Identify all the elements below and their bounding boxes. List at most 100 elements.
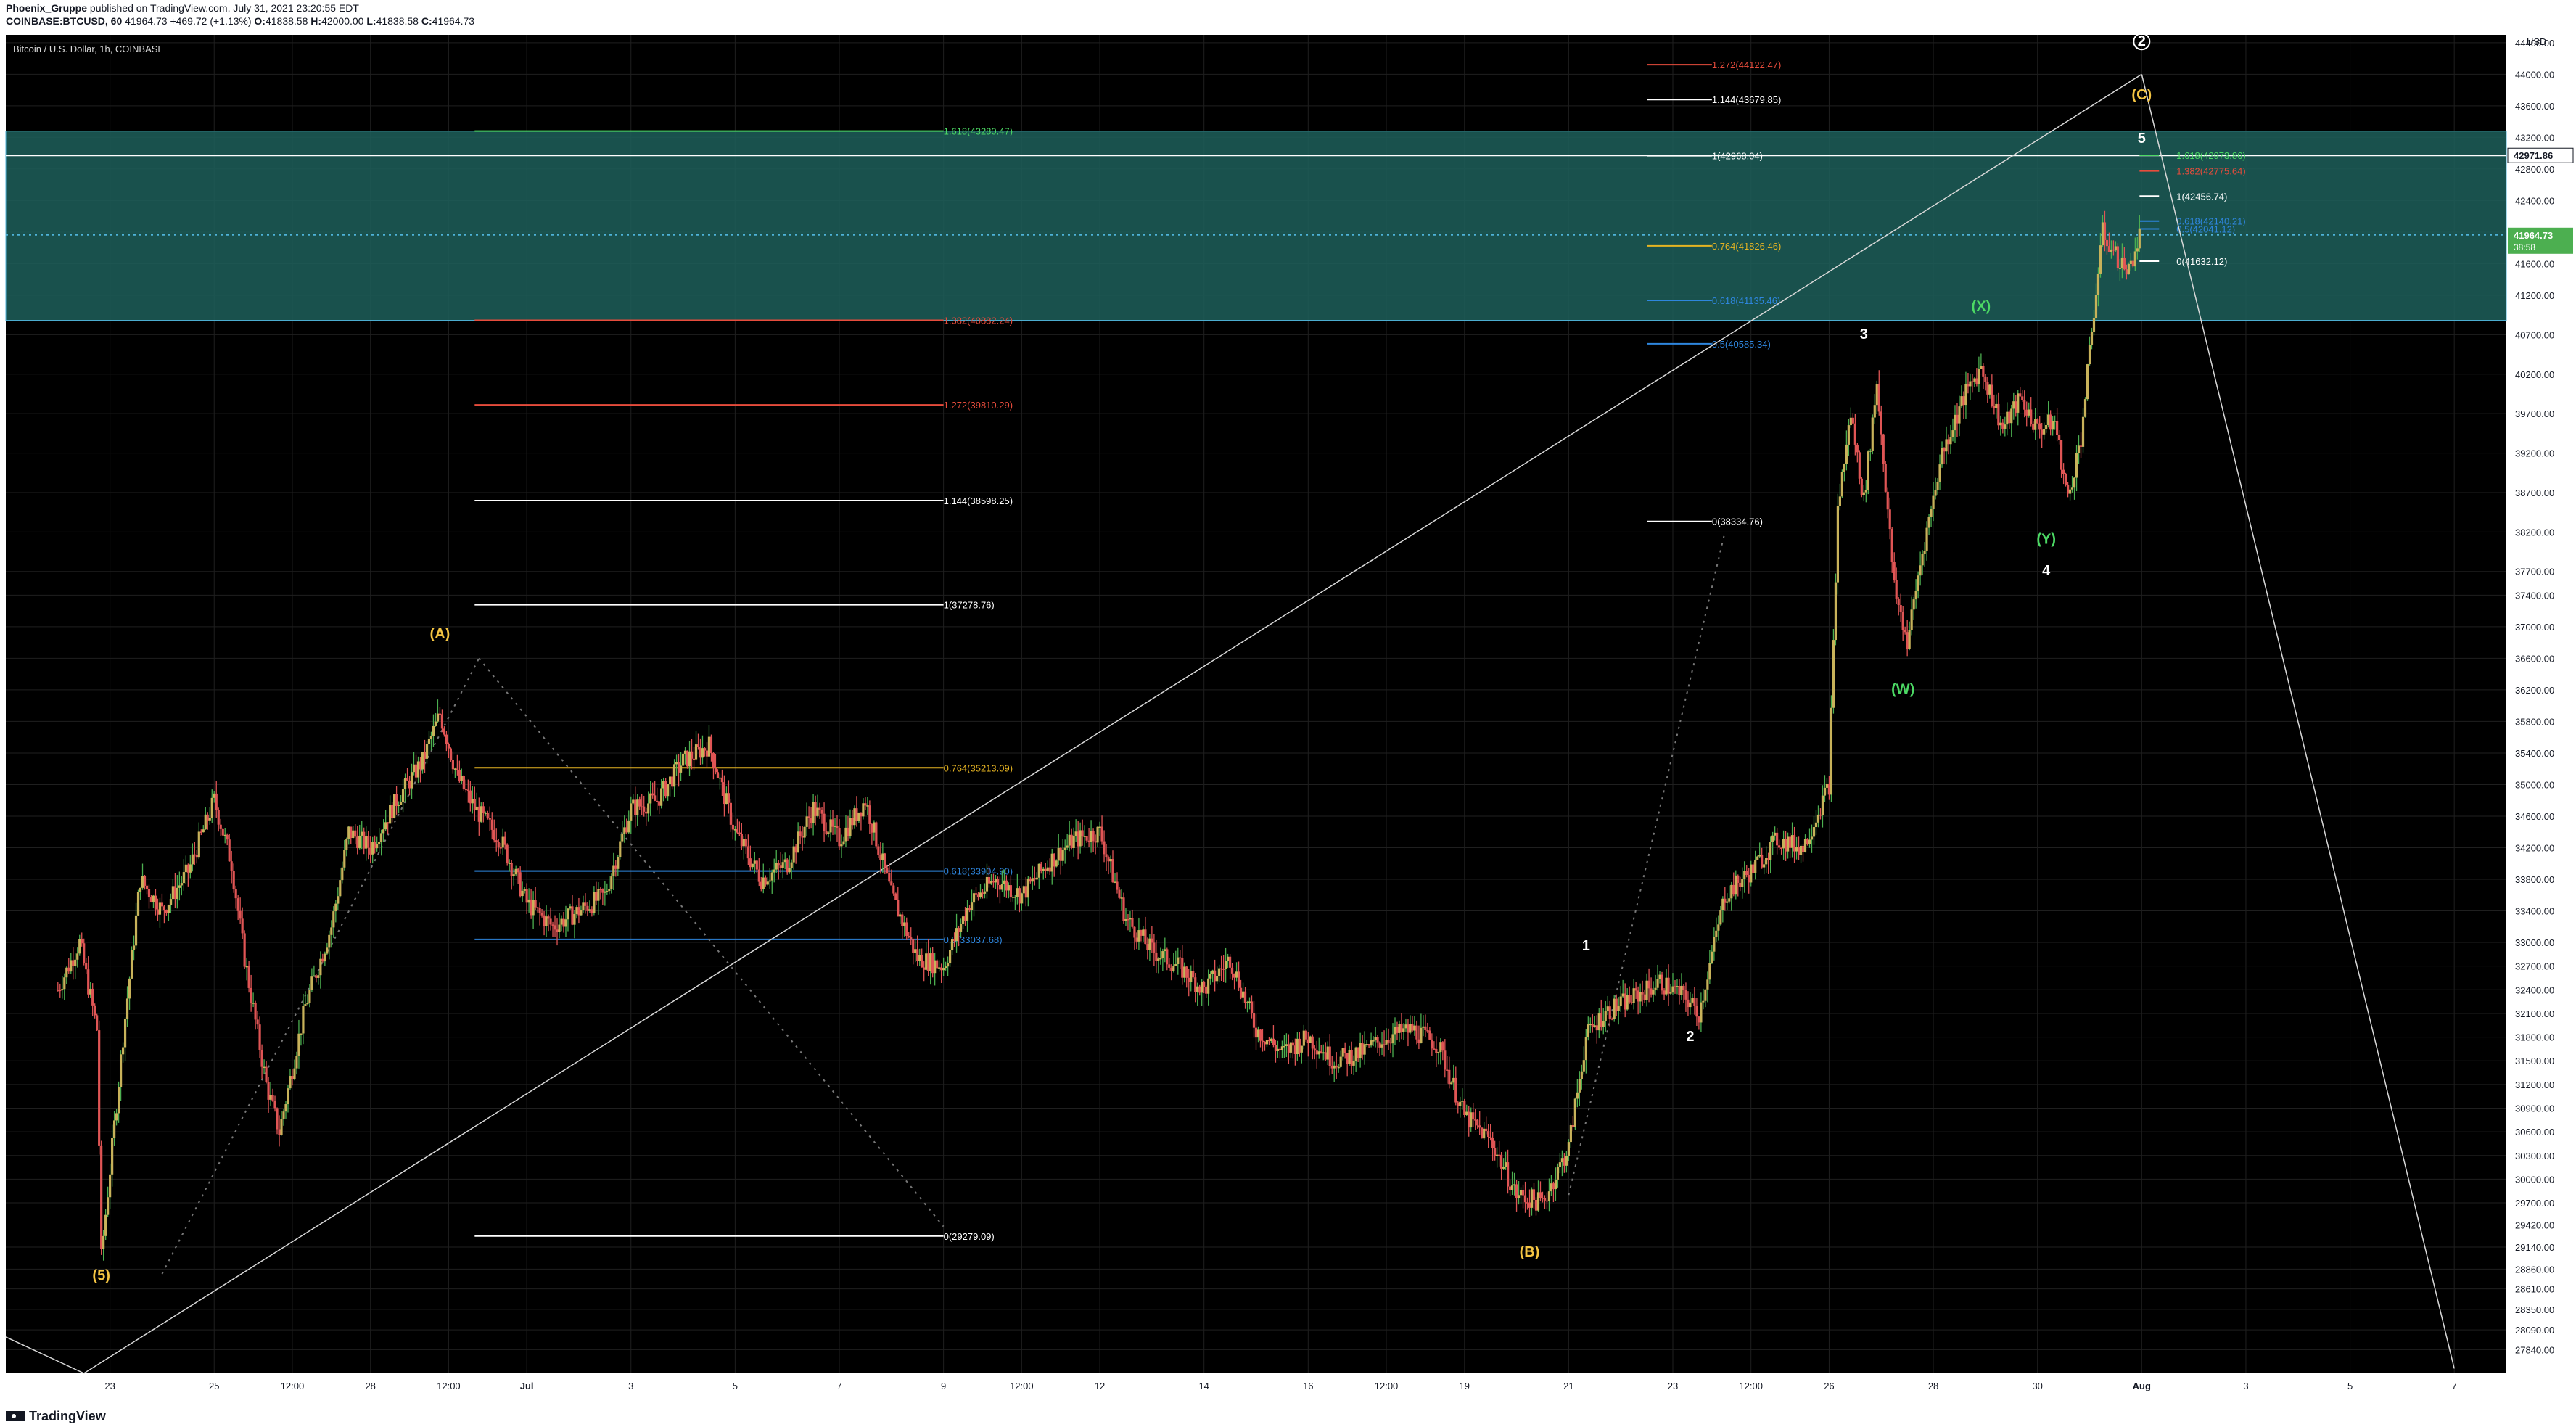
candle-body (1227, 956, 1230, 961)
candle-body (1771, 835, 1774, 842)
candle-body (1280, 1046, 1284, 1050)
candle-body (154, 895, 157, 910)
candle-body (1864, 490, 1867, 493)
candle-body (1370, 1040, 1373, 1046)
price-tag[interactable] (2507, 147, 2574, 163)
price-axis[interactable] (2506, 35, 2576, 1373)
candle-body (1680, 985, 1683, 995)
candle-body (91, 988, 94, 1006)
candle-body (297, 1033, 300, 1056)
candle-body (571, 906, 574, 925)
x-tick-label: 12 (1095, 1381, 1105, 1391)
candle-body (1415, 1025, 1418, 1040)
candle-body (250, 987, 252, 1003)
candle-body (293, 1068, 296, 1079)
candle-body (236, 898, 239, 911)
candle-body (2038, 423, 2041, 430)
candle-body (317, 975, 320, 978)
candle-body (1155, 952, 1158, 961)
candle-body (1188, 977, 1190, 982)
x-tick-label: 28 (365, 1381, 375, 1391)
candle-body (2054, 421, 2057, 422)
candle-body (551, 924, 554, 926)
candle-body (1808, 839, 1811, 844)
candle-body (310, 976, 313, 990)
candle-body (894, 893, 897, 900)
candle-body (912, 939, 915, 953)
brand-label: TradingView (29, 1408, 106, 1423)
candle-body (1925, 527, 1928, 551)
fib-level-label: 0.618(41135.46) (1712, 295, 1780, 306)
header-price: 41964.73 (125, 15, 168, 27)
candle-body (1103, 841, 1106, 855)
candle-body (716, 772, 720, 778)
candle-body (1472, 1112, 1475, 1120)
candle-body (1372, 1040, 1375, 1042)
candle-body (519, 872, 522, 897)
candle-body (1465, 1111, 1468, 1115)
candle-body (1151, 938, 1153, 943)
candle-body (768, 880, 771, 882)
candle-body (1515, 1184, 1518, 1198)
candle-body (1743, 871, 1746, 879)
candle-body (1617, 1006, 1620, 1011)
candle-body (1750, 864, 1753, 883)
candle-body (486, 813, 489, 818)
candle-body (471, 799, 474, 804)
candle-body (812, 802, 815, 823)
candle-body (1098, 826, 1101, 828)
candle-body (1183, 966, 1186, 978)
candle-body (2001, 422, 2004, 429)
candle-body (720, 777, 724, 783)
candle-body (102, 1235, 105, 1249)
fib-level-label: 1.618(42973.86) (2176, 150, 2245, 161)
time-axis[interactable] (6, 1373, 2506, 1405)
candle-body (981, 892, 984, 894)
candle-body (725, 793, 728, 805)
candle-body (350, 826, 353, 839)
candle-body (2049, 414, 2052, 430)
candle-body (1343, 1048, 1346, 1053)
candle-body (2105, 240, 2109, 247)
candle-body (1452, 1077, 1455, 1083)
candle-body (488, 818, 491, 820)
candle-body (1702, 1000, 1705, 1003)
fib-level-label: 1.618(43280.47) (944, 126, 1013, 137)
candle-body (197, 831, 200, 858)
candle-body (621, 834, 624, 842)
candle-body (1055, 860, 1058, 867)
candle-body (998, 884, 1002, 890)
candle-body (779, 865, 782, 868)
candle-body (1048, 867, 1051, 872)
candle-body (115, 1113, 118, 1121)
fib-level-label: 0(41632.12) (2176, 256, 2227, 267)
candle-body (158, 902, 162, 915)
candle-body (1365, 1044, 1368, 1045)
candle-body (2101, 222, 2104, 246)
candle-body (1192, 971, 1195, 978)
candle-body (1582, 1060, 1585, 1072)
author-name[interactable]: Phoenix_Gruppe (6, 2, 88, 14)
x-tick-label: 7 (2452, 1381, 2457, 1391)
candle-body (1735, 875, 1737, 895)
price-tag[interactable] (2508, 227, 2573, 254)
candle-body (440, 714, 444, 729)
candle-body (302, 1006, 305, 1034)
candle-body (2114, 246, 2118, 251)
candle-body (87, 969, 90, 995)
candle-body (136, 892, 140, 916)
candle-body (1196, 986, 1199, 992)
footer-brand[interactable]: TradingView (6, 1406, 106, 1426)
candle-body (976, 894, 980, 897)
candle-body (1788, 836, 1792, 848)
fib-level-label: 1.382(40882.24) (944, 316, 1013, 326)
candle-body (1801, 845, 1805, 852)
candle-body (2075, 453, 2078, 478)
candle-body (1374, 1037, 1377, 1041)
candle-body (1256, 1029, 1260, 1038)
y-tick-label: 35000.00 (2515, 779, 2554, 790)
candle-body (1873, 405, 1876, 418)
candle-body (1982, 366, 1985, 377)
candle-body (1858, 452, 1861, 479)
